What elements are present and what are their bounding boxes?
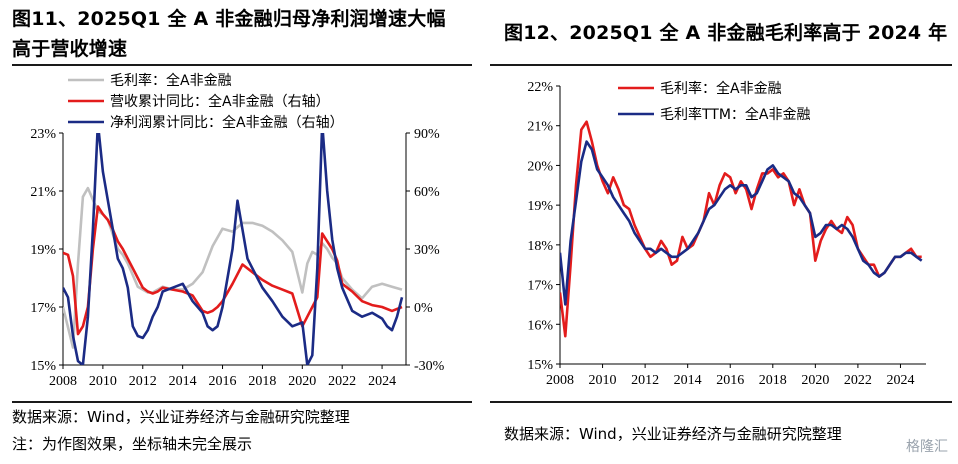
left-ytick-right-label: 0% <box>414 301 433 316</box>
right-source-text: 数据来源：Wind，兴业证券经济与金融研究院整理 <box>504 425 842 443</box>
right-ytick-left-label: 21% <box>527 120 553 135</box>
left-legend-label-3: 净利润累计同比：全A非金融（右轴） <box>110 114 344 131</box>
right-xtick-label: 2010 <box>589 373 617 388</box>
right-ytick-left-label: 22% <box>527 80 553 95</box>
right-line-chart: 15% 16% 17% 18% 19% 20% 21% 22% 2008 2010 2012 2014… <box>527 80 926 388</box>
left-xtick-label: 2008 <box>49 374 77 389</box>
left-ytick-right-label: 90% <box>414 127 440 142</box>
left-ytick-right-label: -30% <box>414 359 445 374</box>
left-xtick-label: 2024 <box>368 374 396 389</box>
right-title-rule <box>490 64 952 66</box>
left-source-text: 数据来源：Wind，兴业证券经济与金融研究院整理 <box>12 408 350 426</box>
right-ytick-left-label: 17% <box>527 279 553 294</box>
right-xtick-label: 2024 <box>886 373 914 388</box>
left-legend-label-2: 营收累计同比：全A非金融（右轴） <box>110 93 330 110</box>
left-ytick-left-label: 23% <box>30 127 56 142</box>
right-xtick-label: 2016 <box>716 373 744 388</box>
right-series-line-2 <box>560 140 923 306</box>
right-legend-label-2: 毛利率TTM：全A非金融 <box>660 106 811 123</box>
right-ytick-left-label: 19% <box>527 199 553 214</box>
right-xtick-label: 2012 <box>631 373 659 388</box>
right-xtick-label: 2022 <box>844 373 872 388</box>
left-title-line2: 高于营收增速 <box>12 38 128 60</box>
right-ytick-left-label: 16% <box>527 318 553 333</box>
left-ytick-left-label: 17% <box>30 301 56 316</box>
right-xtick-label: 2014 <box>674 373 702 388</box>
right-xtick-label: 2020 <box>801 373 829 388</box>
watermark-text: 格隆汇 <box>906 439 948 455</box>
left-xtick-label: 2010 <box>89 374 117 389</box>
left-series-line-1 <box>63 186 403 349</box>
left-xtick-label: 2016 <box>209 374 237 389</box>
right-xtick-label: 2018 <box>759 373 787 388</box>
right-xtick-label: 2008 <box>546 373 574 388</box>
right-source-rule <box>490 401 952 403</box>
left-title-line1: 图11、2025Q1 全 A 非金融归母净利润增速大幅 <box>12 8 446 30</box>
left-legend-label-1: 毛利率：全A非金融 <box>110 72 232 89</box>
left-series-line-2 <box>63 205 403 336</box>
left-xtick-label: 2012 <box>129 374 157 389</box>
left-xtick-label: 2018 <box>248 374 276 389</box>
left-xtick-label: 2022 <box>328 374 356 389</box>
right-figure: 图12、2025Q1 全 A 非金融毛利率高于 2024 年 15% 16% 17%… <box>490 0 958 464</box>
left-ytick-left-label: 15% <box>30 359 56 374</box>
right-legend-label-1: 毛利率：全A非金融 <box>660 80 782 97</box>
left-line-chart: 15% 17% 19% 21% 23% -30% 0% 30% 60% 90% 2008 2010 20… <box>30 72 445 389</box>
left-ytick-right-label: 30% <box>414 243 440 258</box>
left-ytick-left-label: 19% <box>30 243 56 258</box>
left-ytick-left-label: 21% <box>30 185 56 200</box>
right-ytick-left-label: 18% <box>527 239 553 254</box>
left-figure: 图11、2025Q1 全 A 非金融归母净利润增速大幅 高于营收增速 15% 17… <box>0 0 474 464</box>
right-figure-title: 图12、2025Q1 全 A 非金融毛利率高于 2024 年 <box>504 22 948 44</box>
right-series-line-1 <box>560 120 922 338</box>
left-ytick-right-label: 60% <box>414 185 440 200</box>
left-xtick-label: 2014 <box>169 374 197 389</box>
right-ytick-left-label: 15% <box>527 358 553 373</box>
left-series-line-3 <box>63 133 404 365</box>
left-source-rule <box>12 401 472 403</box>
left-xtick-label: 2020 <box>288 374 316 389</box>
left-title-rule <box>12 64 472 66</box>
right-ytick-left-label: 20% <box>527 159 553 174</box>
left-note-text: 注：为作图效果，坐标轴未完全展示 <box>12 435 253 453</box>
left-figure-title: 图11、2025Q1 全 A 非金融归母净利润增速大幅 高于营收增速 <box>12 4 446 64</box>
